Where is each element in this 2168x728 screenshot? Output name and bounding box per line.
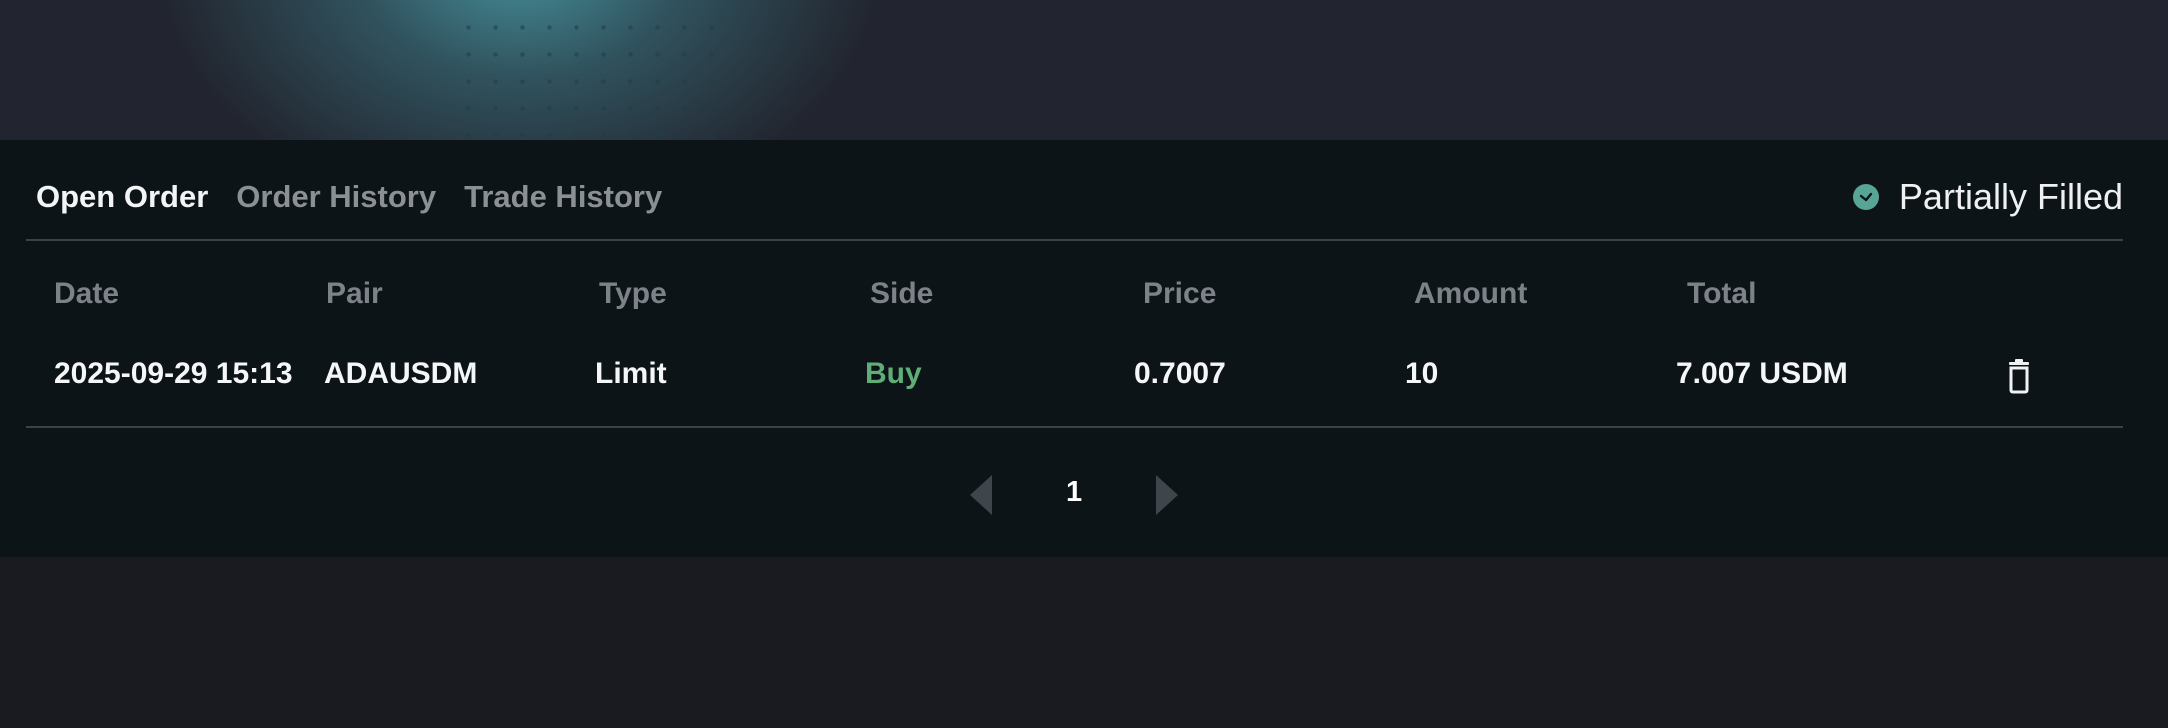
order-tabs: Open Order Order History Trade History <box>36 177 690 217</box>
banner-dot-pattern <box>455 14 715 140</box>
column-header-price: Price <box>1143 277 1217 310</box>
column-header-date: Date <box>54 277 120 310</box>
filter-label: Partially Filled <box>1898 176 2123 217</box>
cell-side: Buy <box>865 357 922 390</box>
orders-panel: Open Order Order History Trade History P… <box>0 140 2168 557</box>
page-number[interactable]: 1 <box>1066 476 1083 508</box>
column-header-amount: Amount <box>1414 277 1528 310</box>
column-header-type: Type <box>599 277 667 310</box>
cell-pair: ADAUSDM <box>324 357 478 390</box>
cell-price: 0.7007 <box>1134 357 1226 390</box>
tab-open-order[interactable]: Open Order <box>36 179 209 214</box>
chevron-right-icon[interactable] <box>1152 473 1182 522</box>
partially-filled-filter[interactable]: Partially Filled <box>1852 175 2123 219</box>
cell-amount: 10 <box>1405 357 1439 390</box>
column-header-side: Side <box>870 277 934 310</box>
tabs-divider <box>26 239 2123 241</box>
check-circle-icon[interactable] <box>1852 184 1879 210</box>
pagination: 1 <box>0 470 2168 520</box>
table-divider <box>26 426 2123 428</box>
cell-total: 7.007 USDM <box>1676 357 1848 390</box>
tab-trade-history[interactable]: Trade History <box>464 179 663 214</box>
cell-date: 2025-09-29 15:13 <box>54 357 293 390</box>
tab-order-history[interactable]: Order History <box>236 179 437 214</box>
column-header-total: Total <box>1687 277 1757 310</box>
column-header-pair: Pair <box>326 277 383 310</box>
cell-type: Limit <box>595 357 667 390</box>
header-banner <box>0 0 2168 140</box>
chevron-left-icon[interactable] <box>966 473 996 522</box>
trash-icon[interactable] <box>2004 358 2034 394</box>
